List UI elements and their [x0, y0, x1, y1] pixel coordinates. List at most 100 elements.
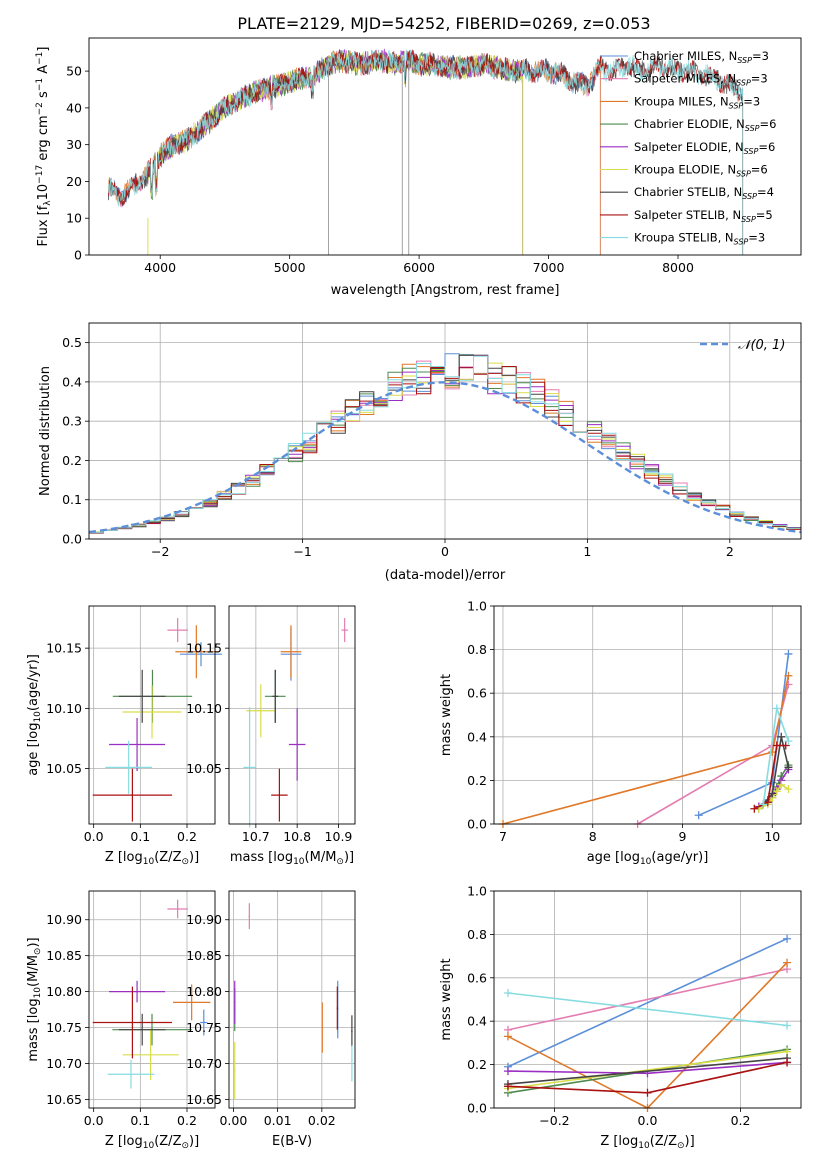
y-tick-label: 10.10 — [46, 701, 82, 716]
weight-marker — [759, 800, 768, 809]
x-axis-label: (data-model)/error — [385, 568, 506, 583]
legend-label: Salpeter MILES, NSSP=3 — [634, 72, 768, 88]
x-axis-label-part: E(B-V) — [272, 1134, 312, 1149]
data-point — [151, 711, 153, 713]
x-axis-label-part: )] — [685, 1134, 695, 1149]
data-point — [248, 766, 251, 769]
y-axis-label-part: 10 — [33, 711, 43, 723]
legend-label: Salpeter STELIB, NSSP=5 — [634, 208, 773, 224]
x-tick-label: 0.1 — [130, 829, 150, 844]
y-axis-label-part: s — [36, 91, 51, 102]
legend-label-text: Kroupa STELIB, N — [634, 231, 734, 245]
y-tick-label: 0.1 — [62, 492, 82, 507]
x-tick-label: 0.0 — [84, 829, 104, 844]
y-axis-label-part: 10 — [36, 184, 51, 201]
x-axis-label-part: Z/Z — [159, 850, 181, 865]
x-axis-label-part: mass [log — [230, 850, 293, 865]
y-axis-label-part: mass weight — [439, 958, 454, 1040]
spectrum-line — [108, 49, 744, 255]
x-axis-label-part: 10 — [143, 857, 155, 867]
y-axis-label: Normed distribution — [38, 366, 53, 496]
legend-label-tail: =4 — [757, 185, 774, 199]
y-axis-label: mass weight — [439, 674, 454, 756]
data-point — [290, 650, 292, 653]
x-axis-label-part: ( — [154, 850, 159, 865]
legend-label-sub: SSP — [729, 101, 744, 110]
data-point — [176, 629, 179, 631]
y-axis-label-part: A — [36, 65, 51, 78]
y-axis-label-part: −2 — [35, 102, 45, 115]
data-point — [131, 794, 134, 796]
data-point — [233, 1069, 236, 1072]
y-axis-label-part: ] — [36, 47, 51, 52]
weight-marker — [694, 811, 703, 820]
y-axis-label-part: mass [log — [26, 998, 41, 1061]
axes-frame — [88, 890, 216, 1109]
legend-label-sub: SSP — [734, 238, 749, 247]
legend-label: Kroupa STELIB, NSSP=3 — [634, 231, 765, 247]
chart-mass-age: 10.7 10.8 10.9 10.05 10.10 10.15 mass [log10(M… — [186, 605, 356, 867]
legend-label: Kroupa MILES, NSSP=3 — [634, 94, 760, 110]
data-point — [141, 695, 143, 698]
weight-marker — [772, 704, 781, 713]
legend-label: Chabrier MILES, NSSP=3 — [634, 49, 769, 65]
x-tick-label: 0.0 — [84, 1113, 104, 1128]
y-tick-label: 20 — [66, 174, 82, 189]
x-tick-label: 0.02 — [308, 1113, 336, 1128]
y-axis-label-part: erg cm — [36, 115, 51, 164]
y-tick-label: 10.05 — [46, 761, 82, 776]
x-tick-label: 5000 — [274, 260, 306, 275]
x-tick-label: 10.9 — [325, 829, 353, 844]
y-tick-label: 40 — [66, 100, 82, 115]
x-tick-label: 0.1 — [130, 1113, 150, 1128]
weight-series-line — [507, 1050, 788, 1090]
x-tick-label: 1 — [583, 544, 591, 559]
x-axis-label: age [log10(age/yr)] — [587, 850, 709, 867]
weight-marker — [777, 732, 786, 741]
data-point — [200, 653, 202, 655]
x-tick-label: 2 — [726, 544, 734, 559]
y-tick-label: 0.6 — [467, 970, 487, 985]
legend-label-tail: =3 — [751, 72, 768, 86]
weight-marker — [784, 649, 793, 658]
data-point — [296, 743, 298, 746]
y-tick-label: 0.4 — [467, 729, 487, 744]
x-axis-label-part: Z/Z — [655, 1134, 677, 1149]
weight-marker — [781, 741, 790, 750]
charts-layer: 4000 5000 6000 7000 800001020304050wavelengt… — [26, 37, 802, 1151]
y-axis-label-part: ⊙ — [33, 948, 43, 956]
x-axis-label-part: ( — [154, 1134, 159, 1149]
y-tick-label: 0.2 — [62, 453, 82, 468]
legend-label-text: Chabrier STELIB, N — [634, 185, 742, 199]
y-tick-label: 10 — [66, 211, 82, 226]
x-tick-label: 0.2 — [177, 829, 197, 844]
y-axis-label-part: ( — [26, 706, 41, 711]
axes-frame — [228, 605, 356, 825]
weight-marker — [643, 1088, 652, 1097]
data-point — [131, 1021, 134, 1024]
weight-series-line — [507, 992, 788, 1027]
x-axis-label-part: ⊙ — [181, 1141, 189, 1151]
y-tick-label: 0.3 — [62, 414, 82, 429]
axes-frame — [88, 37, 802, 256]
data-point — [190, 1001, 193, 1004]
y-axis-label-part: −1 — [35, 52, 45, 65]
x-tick-label: 0.2 — [731, 1113, 751, 1128]
figure-title: PLATE=2129, MJD=54252, FIBERID=0269, z=0… — [237, 14, 650, 33]
y-axis-label-part: −17 — [35, 165, 45, 184]
legend-label-tail: =5 — [756, 208, 773, 222]
weight-marker — [768, 748, 777, 757]
y-axis-label-part: −1 — [35, 78, 45, 91]
x-axis-label-part: ( — [651, 850, 656, 865]
legend-label-sub: SSP — [741, 215, 756, 224]
weight-series-line — [507, 937, 788, 1068]
data-point — [136, 743, 138, 746]
x-axis-label: mass [log10(M/M⊙)] — [230, 850, 354, 867]
weight-marker — [763, 798, 772, 807]
x-axis-label-part: ⊙ — [181, 857, 189, 867]
legend-label: Chabrier STELIB, NSSP=4 — [634, 185, 774, 201]
x-tick-label: 10.8 — [283, 829, 311, 844]
weight-marker — [503, 1067, 512, 1076]
